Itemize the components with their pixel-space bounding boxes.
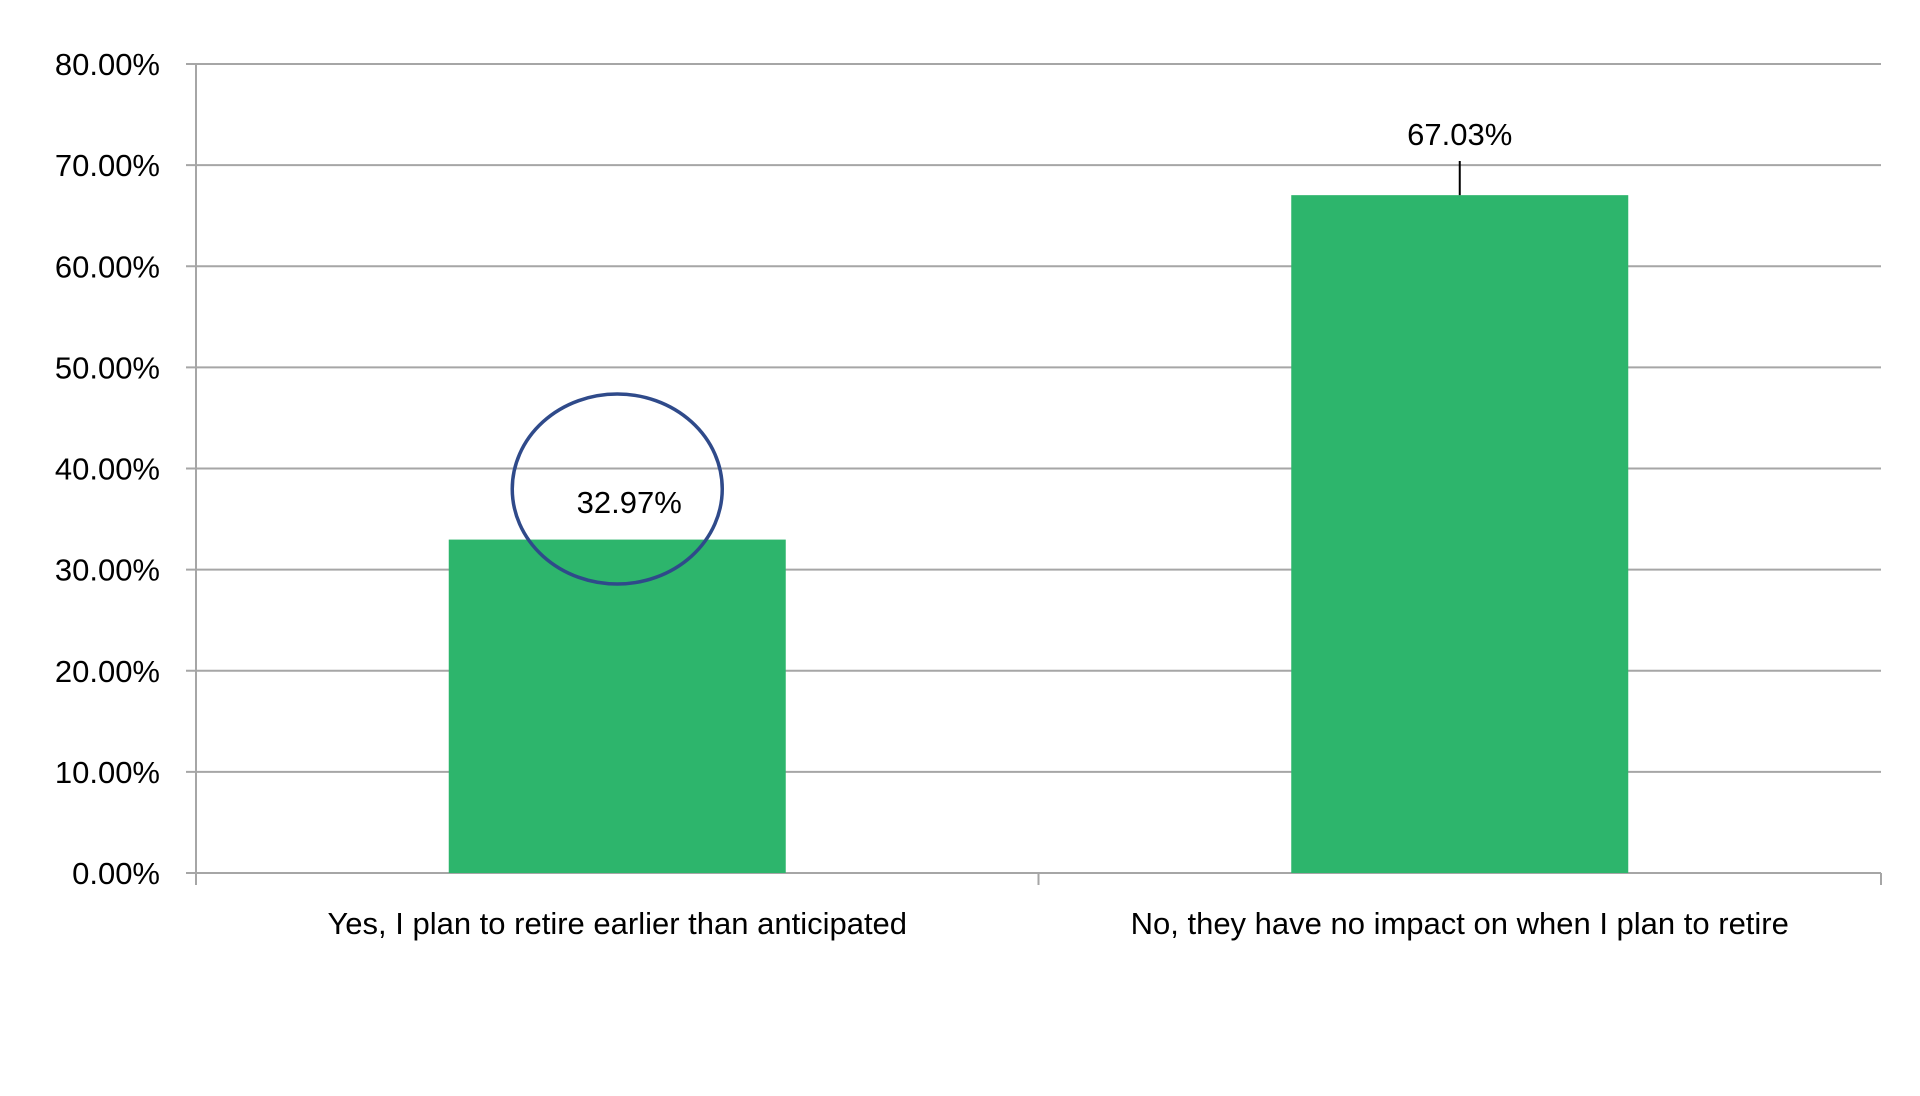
x-category-label: Yes, I plan to retire earlier than antic… xyxy=(327,906,907,941)
y-tick-label: 70.00% xyxy=(55,148,160,183)
bar xyxy=(1291,195,1629,873)
y-tick-label: 30.00% xyxy=(55,553,160,588)
axes xyxy=(195,64,1882,885)
bar xyxy=(448,539,786,873)
y-axis-ticks: 0.00% 10.00% 20.00% 30.00% 40.00% 50.00% 60.00… xyxy=(55,47,160,891)
y-tick-label: 80.00% xyxy=(55,47,160,82)
bars xyxy=(448,195,1629,873)
y-tick-label: 50.00% xyxy=(55,350,160,385)
y-tick-label: 10.00% xyxy=(55,755,160,790)
y-tick-label: 60.00% xyxy=(55,249,160,284)
y-tick-label: 20.00% xyxy=(55,654,160,689)
x-category-label: No, they have no impact on when I plan t… xyxy=(1131,906,1789,941)
highlight-ellipse-annotation xyxy=(510,392,724,586)
data-label: 32.97% xyxy=(577,485,682,520)
x-axis-labels: Yes, I plan to retire earlier than antic… xyxy=(327,906,1788,941)
data-label: 67.03% xyxy=(1407,117,1512,152)
y-tick-label: 0.00% xyxy=(72,856,160,891)
y-tick-label: 40.00% xyxy=(55,452,160,487)
data-labels: 32.97% 67.03% xyxy=(510,117,1512,586)
